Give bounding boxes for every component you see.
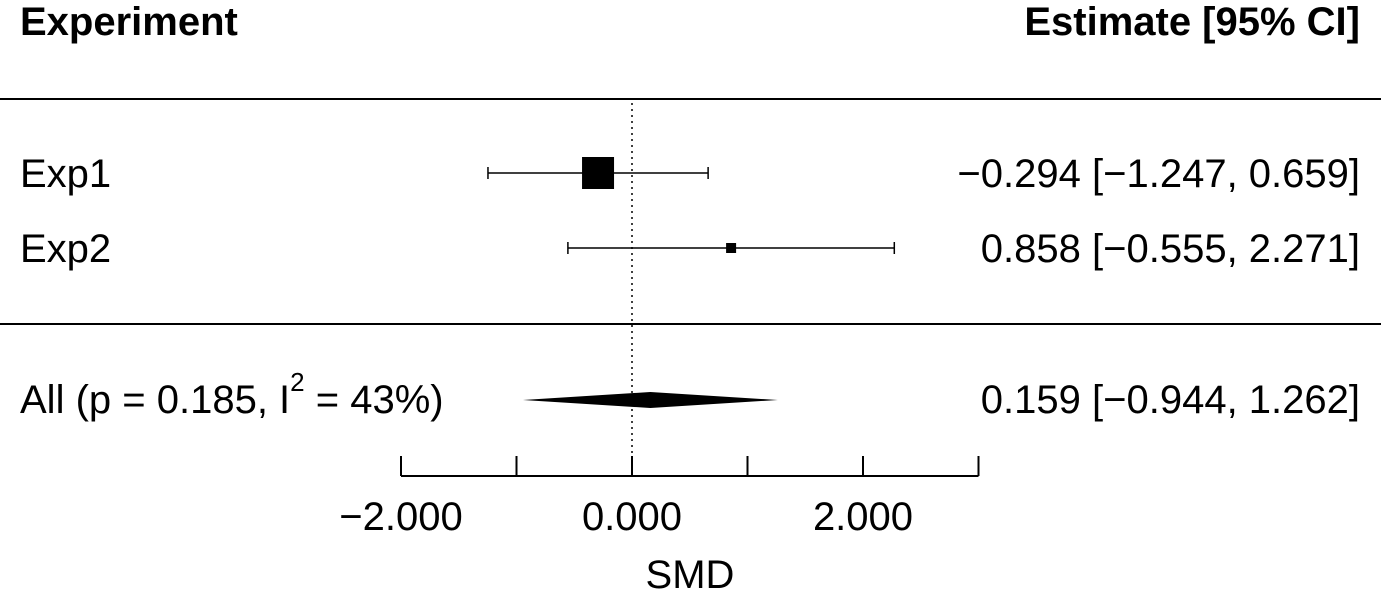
summary-row: All (p = 0.185, I2 = 43%) 0.159 [−0.944,… [20, 367, 1360, 422]
summary-estimate-text: 0.159 [−0.944, 1.262] [981, 378, 1360, 422]
point-estimate-box [726, 243, 737, 253]
summary-label: All (p = 0.185, I2 = 43%) [20, 367, 444, 422]
tick-label: 2.000 [813, 495, 913, 539]
x-axis-title: SMD [646, 553, 735, 592]
study-estimate-text: 0.858 [−0.555, 2.271] [981, 227, 1360, 271]
summary-diamond [522, 392, 778, 408]
header-experiment: Experiment [20, 0, 238, 44]
study-row: Exp2 0.858 [−0.555, 2.271] [20, 227, 1360, 271]
study-label: Exp1 [20, 152, 111, 196]
tick-label: −2.000 [339, 495, 462, 539]
study-rows: Exp1 −0.294 [−1.247, 0.659] Exp2 0.858 [−0.… [20, 152, 1360, 271]
study-row: Exp1 −0.294 [−1.247, 0.659] [20, 152, 1360, 196]
point-estimate-box [582, 157, 615, 189]
header-estimate: Estimate [95% CI] [1024, 0, 1360, 44]
study-label: Exp2 [20, 227, 111, 271]
study-estimate-text: −0.294 [−1.247, 0.659] [957, 152, 1360, 196]
tick-label: 0.000 [582, 495, 682, 539]
x-axis: −2.000 0.000 2.000 [339, 456, 980, 539]
